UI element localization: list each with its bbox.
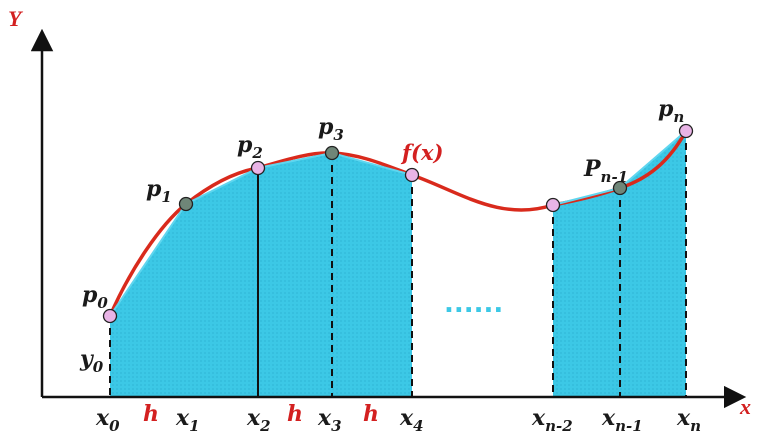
step-h-2: h <box>287 401 303 427</box>
ellipsis: ...... <box>444 289 503 319</box>
curve-label: f(x) <box>400 140 443 165</box>
point-p2 <box>250 160 266 176</box>
label-p0: p0 <box>82 282 108 312</box>
point-pn <box>678 123 694 139</box>
label-p1: p1 <box>146 176 172 206</box>
label-pn-1: Pn-1 <box>583 156 628 186</box>
point-p0 <box>102 308 118 324</box>
tick-x4: x4 <box>399 405 424 435</box>
data-points <box>102 123 694 324</box>
tick-xn-1: xn-1 <box>601 405 643 435</box>
point-p3 <box>324 145 340 161</box>
point-p4 <box>404 167 420 183</box>
step-h-3: h <box>363 401 379 427</box>
tick-x3: x3 <box>317 405 342 435</box>
label-pn: pn <box>658 96 684 126</box>
y-axis-label: Y <box>8 6 24 31</box>
point-pn-1 <box>612 180 628 196</box>
tick-xn: xn <box>676 405 701 435</box>
tick-x1: x1 <box>175 405 200 435</box>
point-pn-2 <box>545 197 561 213</box>
ordinate-lines <box>109 131 687 397</box>
point-p1 <box>178 196 194 212</box>
step-h-1: h <box>143 401 159 427</box>
shaded-region-left <box>110 153 412 397</box>
tick-xn-2: xn-2 <box>531 405 573 435</box>
label-p3: p3 <box>318 114 344 144</box>
label-y0: y0 <box>79 346 104 376</box>
label-p2: p2 <box>237 132 263 162</box>
tick-x0: x0 <box>95 405 120 435</box>
x-axis-label: x <box>739 394 751 419</box>
tick-x2: x2 <box>246 405 271 435</box>
